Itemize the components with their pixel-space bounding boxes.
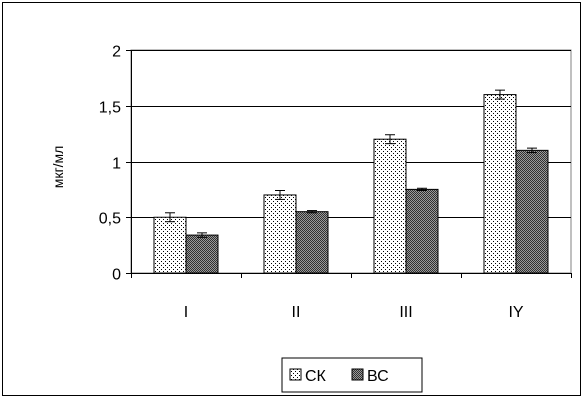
y-tick-label: 0,5 (99, 211, 121, 228)
bar (186, 235, 218, 273)
y-tick-label: 1,5 (99, 100, 121, 117)
bar (406, 189, 438, 273)
y-axis-label: мкг/мл (50, 146, 66, 189)
y-tick-label: 2 (112, 44, 121, 61)
chart-area: 0 0,5 1 1,5 2 I II III IY мкг/мл СК ВС (2, 2, 581, 396)
bar (154, 217, 186, 273)
plot-area: 00,511,52I II III IY (99, 44, 572, 322)
bar (484, 95, 516, 273)
y-tick-label: 0 (112, 267, 121, 284)
legend-label: СК (305, 368, 327, 385)
bar-chart: 00,511,52I II III IY мкг/мл СК ВС (3, 3, 582, 397)
x-tick-label: I (184, 304, 188, 321)
legend-swatch (352, 369, 363, 380)
bar (374, 139, 406, 273)
x-tick-label: III (399, 304, 412, 321)
bar (264, 195, 296, 273)
x-tick-label: II (292, 304, 301, 321)
legend-label: ВС (367, 368, 389, 385)
bar (516, 150, 548, 273)
legend: СК ВС (282, 358, 422, 392)
y-tick-label: 1 (112, 156, 121, 173)
legend-swatch (290, 369, 301, 380)
x-tick-label: IY (508, 304, 523, 321)
bar (296, 212, 328, 273)
